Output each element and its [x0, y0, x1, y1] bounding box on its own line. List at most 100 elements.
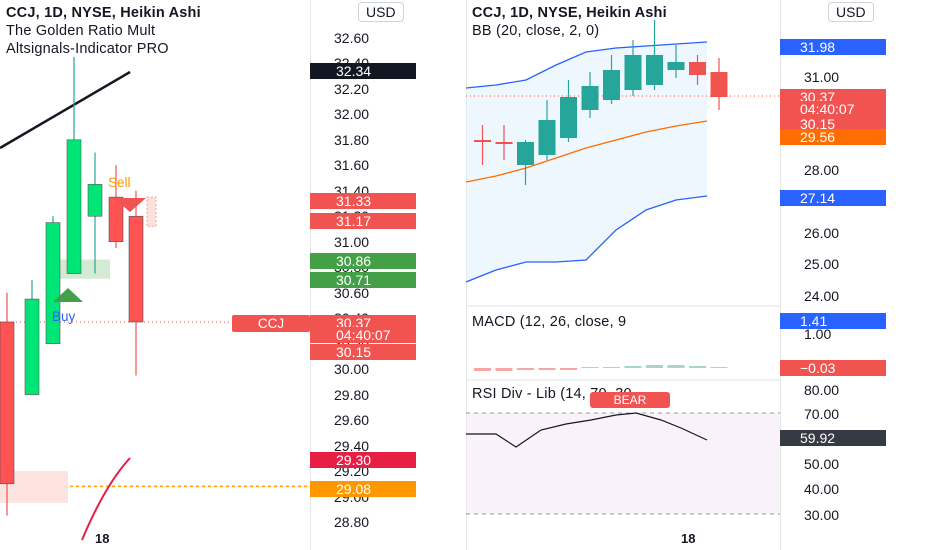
right-date-label: 18 [681, 531, 696, 546]
right-price-tag: 29.56 [780, 129, 886, 145]
bb-basis-line [466, 120, 708, 183]
left-candle-body [128, 215, 144, 323]
left-axis-tick: 32.20 [334, 80, 370, 97]
buy-signal-label: Buy [52, 309, 76, 324]
symbol-price-tag: CCJ [232, 315, 310, 332]
left-candle-body [24, 298, 40, 395]
right-legend-symbol: CCJ, 1D, NYSE, Heikin Ashi [472, 5, 667, 21]
support-curve [81, 457, 131, 541]
macd-axis-tick: 1.00 [804, 326, 832, 342]
right-price-tag: 31.98 [780, 39, 886, 55]
macd-histogram-bar [517, 368, 534, 370]
right-candle-body [646, 55, 663, 85]
right-candle-body [474, 140, 491, 142]
macd-histogram-bar [710, 367, 728, 368]
macd-histogram-bar [495, 368, 513, 371]
left-axis-tick: 32.00 [334, 106, 370, 123]
right-currency-button[interactable]: USD [828, 2, 874, 22]
right-candle-body [710, 72, 728, 97]
left-date-label: 18 [95, 531, 110, 546]
left-candle-body [0, 321, 15, 485]
macd-histogram-bar [624, 366, 642, 368]
right-axis-tick: 31.00 [804, 69, 840, 85]
left-legend-golden-ratio: The Golden Ratio Mult [6, 23, 156, 39]
macd-histogram-bar [603, 367, 620, 368]
right-axis-tick: 26.00 [804, 225, 840, 241]
right-candle-body [689, 62, 706, 75]
rsi-value-tag: 59.92 [780, 430, 886, 446]
left-price-chart[interactable] [0, 0, 310, 550]
left-price-tag: 29.08 [310, 481, 416, 497]
macd-histogram-bar [689, 366, 706, 368]
right-axis-tick: 24.00 [804, 288, 840, 304]
rsi-axis-tick: 40.00 [804, 481, 840, 497]
left-price-tag: 04:40:07 [310, 327, 416, 343]
bollinger-band-fill [466, 42, 707, 282]
left-axis-tick: 29.80 [334, 386, 370, 403]
right-price-tag: 04:40:07 [780, 101, 886, 117]
macd-legend: MACD (12, 26, close, 9 [472, 314, 627, 330]
left-price-tag: 29.30 [310, 452, 416, 468]
left-price-tag: 30.71 [310, 272, 416, 288]
macd-value-tag: 1.41 [780, 313, 886, 329]
right-candle-body [495, 142, 513, 144]
left-candle-body [45, 222, 61, 344]
left-axis-tick: 32.60 [334, 29, 370, 46]
left-axis-tick: 31.80 [334, 131, 370, 148]
left-chart-pane[interactable]: CCJ, 1D, NYSE, Heikin Ashi The Golden Ra… [0, 0, 310, 550]
left-price-tag: 32.34 [310, 63, 416, 79]
left-candle-body [87, 184, 103, 217]
left-axis-tick: 29.40 [334, 437, 370, 454]
right-axis-tick: 28.00 [804, 162, 840, 178]
right-price-axis[interactable]: 31.00 30.00 28.00 26.00 25.00 24.00 1.00 80.00 7… [780, 0, 932, 550]
left-price-tag: 31.33 [310, 193, 416, 209]
rsi-line [466, 412, 708, 448]
rsi-band [466, 413, 780, 514]
rsi-axis-tick: 80.00 [804, 382, 840, 398]
macd-histogram-bar [560, 368, 577, 370]
left-axis-tick: 28.80 [334, 514, 370, 530]
right-price-tag: 30.15 [780, 116, 886, 132]
right-chart-pane[interactable]: CCJ, 1D, NYSE, Heikin Ashi BB (20, close… [466, 0, 780, 550]
macd-histogram-bar [667, 365, 685, 368]
left-price-tag: 30.86 [310, 253, 416, 269]
left-legend-symbol: CCJ, 1D, NYSE, Heikin Ashi [6, 5, 201, 21]
left-axis-tick: 29.60 [334, 412, 370, 429]
right-axis-tick: 25.00 [804, 256, 840, 272]
macd-histogram-bar [581, 367, 599, 368]
right-legend-bb: BB (20, close, 2, 0) [472, 23, 600, 39]
right-candle-body [517, 142, 534, 165]
left-price-tag: 30.15 [310, 344, 416, 360]
buy-signal-arrow [53, 288, 83, 302]
sell-signal-label: Sell [108, 175, 131, 190]
left-axis-tick: 30.00 [334, 361, 370, 378]
left-candle-body [108, 196, 124, 243]
left-price-tag: 31.17 [310, 213, 416, 229]
right-axis-separator [780, 0, 781, 550]
sell-zone-box [146, 196, 157, 227]
right-candle-body [581, 86, 599, 110]
left-candle-body [66, 139, 82, 274]
macd-histogram-bar [646, 365, 663, 368]
rsi-bear-label: BEAR [590, 392, 670, 408]
right-candle-body [603, 70, 620, 100]
rsi-axis-tick: 70.00 [804, 406, 840, 422]
left-axis-tick: 31.00 [334, 233, 370, 250]
macd-histogram-tag: −0.03 [780, 360, 886, 376]
trend-line [0, 70, 131, 150]
right-candle-body [538, 120, 556, 155]
right-price-chart[interactable] [466, 0, 780, 550]
right-candle-body [624, 55, 642, 90]
right-candle-body [667, 62, 685, 70]
macd-histogram-bar [474, 368, 491, 371]
macd-histogram-bar [538, 368, 556, 370]
left-axis-tick: 31.60 [334, 157, 370, 174]
left-price-axis[interactable]: 32.6032.4032.2032.0031.8031.6031.4031.20… [310, 0, 456, 550]
left-axis-tick: 30.60 [334, 284, 370, 301]
sell-signal-arrow [114, 198, 146, 212]
rsi-axis-tick: 30.00 [804, 507, 840, 523]
left-legend-altsignals: Altsignals-Indicator PRO [6, 41, 169, 57]
right-price-tag: 27.14 [780, 190, 886, 206]
left-currency-button[interactable]: USD [358, 2, 404, 22]
right-candle-body [560, 97, 577, 138]
